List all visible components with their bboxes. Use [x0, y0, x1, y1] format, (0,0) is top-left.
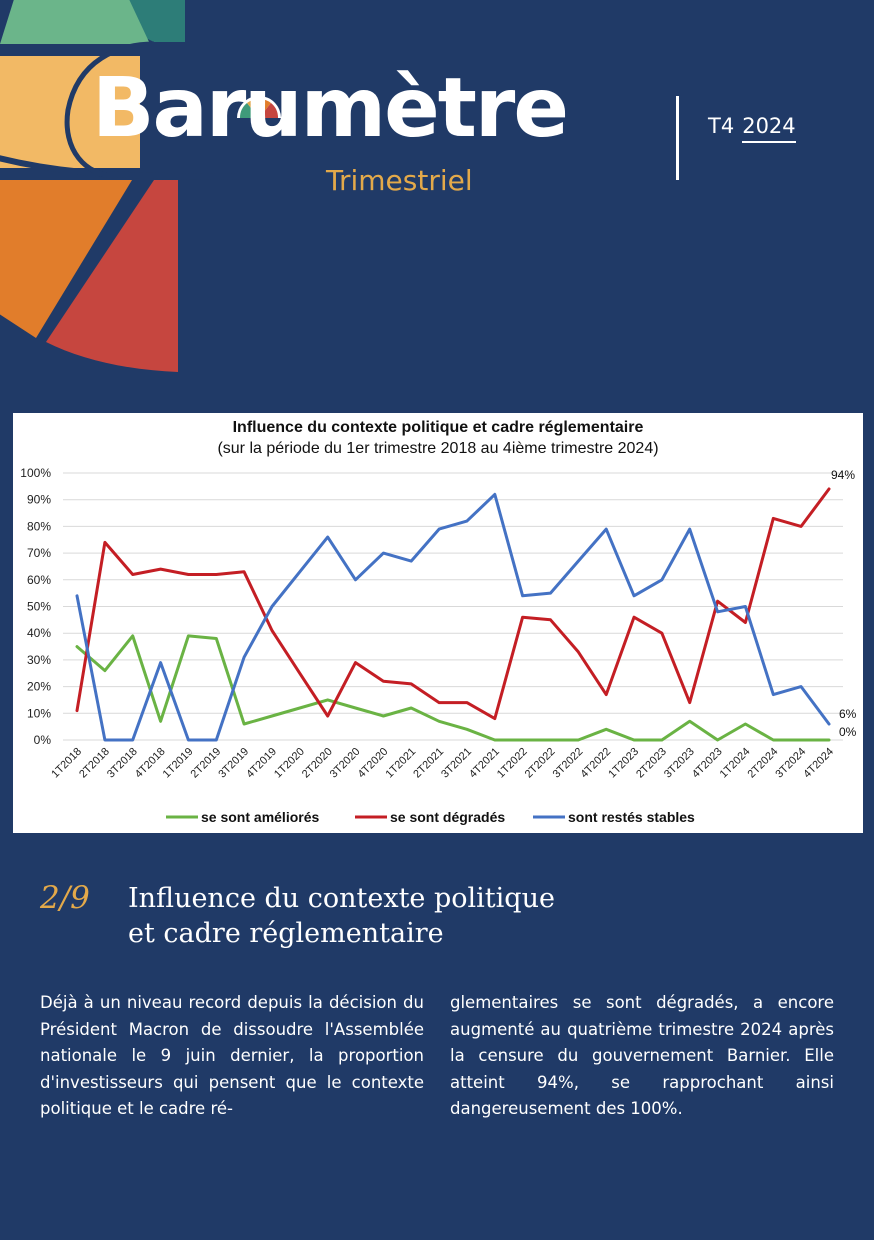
x-tick-label: 2T2018: [77, 746, 112, 781]
gauge-icon-segment: [259, 98, 271, 118]
y-tick-label: 20%: [27, 680, 51, 694]
data-label: 0%: [839, 725, 857, 739]
y-tick-label: 10%: [27, 706, 51, 720]
x-tick-label: 1T2020: [272, 746, 307, 781]
y-tick-label: 80%: [27, 519, 51, 533]
legend-label: se sont dégradés: [390, 809, 505, 825]
x-tick-label: 2T2019: [189, 746, 224, 781]
dial-separator: [64, 41, 155, 179]
brand-subtitle: Trimestriel: [326, 164, 473, 197]
gauge-needle: [250, 103, 261, 119]
data-label: 6%: [839, 707, 857, 721]
chart-panel: Influence du contexte politique et cadre…: [13, 413, 863, 833]
x-tick-label: 1T2021: [383, 746, 418, 781]
y-tick-label: 100%: [20, 466, 51, 480]
chart-title: Influence du contexte politique et cadre…: [232, 419, 644, 436]
x-tick-label: 4T2019: [244, 746, 279, 781]
series-line: [75, 634, 831, 742]
y-tick-label: 40%: [27, 626, 51, 640]
header-divider: [676, 96, 679, 180]
series-line: [75, 492, 831, 742]
dial-segment-green: [0, 0, 150, 44]
issue-quarter: T4: [708, 114, 735, 138]
x-tick-label: 4T2022: [578, 746, 613, 781]
x-tick-label: 4T2021: [467, 746, 502, 781]
x-tick-label: 4T2024: [801, 746, 836, 781]
section-title: Influence du contexte politique et cadre…: [128, 883, 555, 949]
issue-year: 2024: [742, 114, 796, 143]
y-tick-label: 70%: [27, 546, 51, 560]
legend-label: sont restés stables: [568, 809, 695, 825]
body-text-column-1: Déjà à un niveau record depuis la décisi…: [40, 993, 424, 1118]
brand-title: Barumètre: [92, 61, 569, 156]
x-tick-label: 4T2023: [690, 746, 725, 781]
gauge-icon-segment: [259, 103, 279, 118]
x-tick-label: 4T2018: [133, 746, 168, 781]
x-tick-label: 3T2020: [328, 746, 363, 781]
x-tick-label: 3T2019: [216, 746, 251, 781]
data-label: 94%: [831, 468, 855, 482]
x-tick-label: 2T2020: [300, 746, 335, 781]
y-tick-label: 30%: [27, 653, 51, 667]
x-tick-label: 4T2020: [356, 746, 391, 781]
x-tick-label: 3T2024: [773, 746, 808, 781]
section-number: 2/9: [40, 880, 90, 916]
legend-label: se sont améliorés: [201, 809, 319, 825]
x-tick-label: 3T2021: [439, 746, 474, 781]
dial-separator: [0, 155, 241, 180]
issue-label: T4 2024: [708, 114, 796, 143]
x-tick-label: 2T2021: [411, 746, 446, 781]
barometer-logo-graphic: [0, 0, 281, 372]
dial-segment-red: [46, 180, 178, 372]
x-tick-label: 1T2022: [495, 746, 530, 781]
x-tick-label: 3T2023: [662, 746, 697, 781]
x-tick-label: 3T2018: [105, 746, 140, 781]
y-tick-label: 50%: [27, 600, 51, 614]
series-line: [75, 487, 831, 721]
dial-segment-orange: [0, 180, 132, 338]
y-tick-label: 90%: [27, 493, 51, 507]
y-tick-label: 60%: [27, 573, 51, 587]
x-tick-label: 2T2022: [523, 746, 558, 781]
x-tick-label: 1T2024: [718, 746, 753, 781]
line-chart: 0%10%20%30%40%50%60%70%80%90%100%1T20182…: [20, 466, 857, 825]
x-tick-label: 1T2019: [161, 746, 196, 781]
x-tick-label: 3T2022: [551, 746, 586, 781]
x-tick-label: 2T2024: [746, 746, 781, 781]
x-tick-label: 2T2023: [634, 746, 669, 781]
gauge-icon-segment: [239, 103, 259, 118]
x-tick-label: 1T2023: [606, 746, 641, 781]
y-tick-label: 0%: [34, 733, 52, 747]
chart-subtitle: (sur la période du 1er trimestre 2018 au…: [217, 440, 659, 457]
x-tick-label: 1T2018: [49, 746, 84, 781]
body-text-column-2: glementaires se sont dégradés, a encore …: [450, 993, 834, 1118]
